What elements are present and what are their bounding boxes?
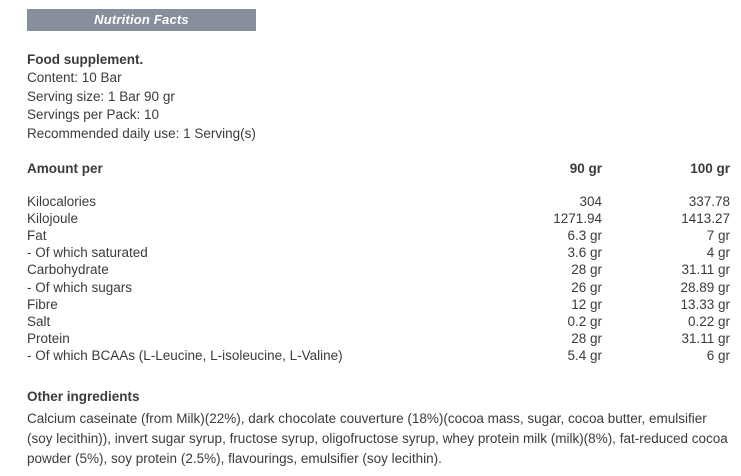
nutrient-label: - Of which BCAAs (L-Leucine, L-isoleucin… bbox=[27, 347, 343, 363]
nutrient-label: Salt bbox=[27, 313, 51, 329]
nutrient-value-90gr: 6.3 gr bbox=[567, 228, 602, 244]
nutrient-value-100gr: 4 gr bbox=[706, 245, 730, 261]
nutrient-label: Carbohydrate bbox=[27, 262, 109, 278]
nutrient-label: Fibre bbox=[27, 296, 58, 312]
nutrient-value-90gr: 28 gr bbox=[571, 262, 602, 278]
nutrient-value-100gr: 7 gr bbox=[706, 228, 730, 244]
nutrient-value-90gr: 3.6 gr bbox=[567, 245, 602, 261]
supplement-info-line: Servings per Pack: 10 bbox=[27, 107, 160, 123]
nutrient-value-100gr: 1413.27 bbox=[681, 211, 730, 227]
supplement-info-line: Serving size: 1 Bar 90 gr bbox=[27, 88, 175, 104]
nutrition-table: Amount per 90 gr 100 gr Kilocalories 304… bbox=[27, 160, 730, 364]
header-amount-per: Amount per bbox=[27, 161, 103, 177]
table-row: Carbohydrate 28 gr 31.11 gr bbox=[27, 261, 730, 278]
nutrient-value-90gr: 304 bbox=[579, 194, 602, 210]
table-row: Salt 0.2 gr 0.22 gr bbox=[27, 313, 730, 330]
other-ingredients-section: Other ingredients Calcium caseinate (fro… bbox=[27, 388, 730, 469]
nutrient-value-90gr: 5.4 gr bbox=[567, 347, 602, 363]
supplement-info-line: Content: 10 Bar bbox=[27, 70, 122, 86]
nutrient-value-100gr: 13.33 gr bbox=[680, 296, 730, 312]
header-100gr: 100 gr bbox=[690, 161, 730, 177]
nutrient-label: - Of which sugars bbox=[27, 279, 133, 295]
nutrient-label: - Of which saturated bbox=[27, 245, 148, 261]
table-row: - Of which sugars 26 gr 28.89 gr bbox=[27, 279, 730, 296]
nutrient-value-90gr: 28 gr bbox=[571, 330, 602, 346]
nutrient-value-90gr: 1271.94 bbox=[553, 211, 602, 227]
table-row: Protein 28 gr 31.11 gr bbox=[27, 330, 730, 347]
table-row: Fibre 12 gr 13.33 gr bbox=[27, 296, 730, 313]
nutrient-label: Kilojoule bbox=[27, 211, 79, 227]
nutrient-value-100gr: 31.11 gr bbox=[681, 330, 730, 346]
table-row: Kilojoule 1271.94 1413.27 bbox=[27, 210, 730, 227]
table-row: Fat 6.3 gr 7 gr bbox=[27, 227, 730, 244]
supplement-title: Food supplement. bbox=[27, 52, 144, 67]
supplement-info: Food supplement. Content: 10 Bar Serving … bbox=[27, 51, 730, 143]
other-ingredients-text: Calcium caseinate (from Milk)(22%), dark… bbox=[27, 410, 728, 466]
nutrition-table-body: Kilocalories 304 337.78 Kilojoule 1271.9… bbox=[27, 193, 730, 364]
nutrient-value-100gr: 337.78 bbox=[688, 194, 730, 210]
nutrient-value-90gr: 0.2 gr bbox=[567, 313, 602, 329]
nutrient-value-90gr: 26 gr bbox=[571, 279, 602, 295]
nutrient-value-100gr: 0.22 gr bbox=[687, 313, 730, 329]
table-row: - Of which BCAAs (L-Leucine, L-isoleucin… bbox=[27, 347, 730, 364]
table-row: Kilocalories 304 337.78 bbox=[27, 193, 730, 210]
nutrient-value-100gr: 6 gr bbox=[706, 347, 730, 363]
nutrient-label: Protein bbox=[27, 330, 70, 346]
nutrition-facts-panel: Nutrition Facts Food supplement. Content… bbox=[0, 9, 741, 469]
supplement-info-line: Recommended daily use: 1 Serving(s) bbox=[27, 125, 256, 141]
nutrient-label: Kilocalories bbox=[27, 194, 97, 210]
nutrient-value-100gr: 28.89 gr bbox=[680, 279, 730, 295]
nutrient-value-100gr: 31.11 gr bbox=[681, 262, 730, 278]
nutrition-facts-banner: Nutrition Facts bbox=[27, 9, 256, 31]
supplement-info-lines: Content: 10 Bar Serving size: 1 Bar 90 gr… bbox=[27, 69, 730, 143]
header-90gr: 90 gr bbox=[569, 161, 602, 177]
other-ingredients-title: Other ingredients bbox=[27, 388, 140, 404]
nutrition-table-header: Amount per 90 gr 100 gr bbox=[27, 160, 730, 177]
table-row: - Of which saturated 3.6 gr 4 gr bbox=[27, 244, 730, 261]
nutrient-value-90gr: 12 gr bbox=[571, 296, 602, 312]
nutrient-label: Fat bbox=[27, 228, 47, 244]
